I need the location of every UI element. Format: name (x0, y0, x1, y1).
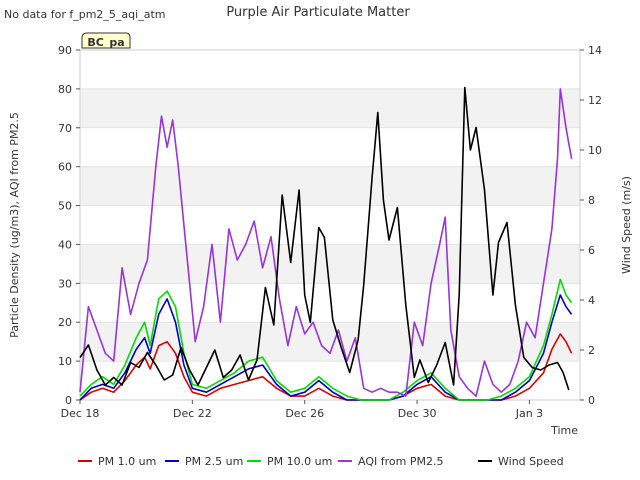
legend-label: Wind Speed (498, 455, 564, 468)
y-tick-label: 40 (58, 238, 72, 251)
site-badge: BC_pa (81, 32, 131, 49)
x-axis: Dec 18 Dec 22 Dec 26 Dec 30 Jan 3 (61, 400, 543, 420)
y-tick-label: 20 (58, 316, 72, 329)
x-tick-label: Dec 22 (173, 407, 212, 420)
band (80, 205, 580, 245)
band (80, 322, 580, 362)
band (80, 361, 580, 400)
band (80, 166, 580, 206)
band (80, 127, 580, 167)
y2-tick-label: 12 (588, 94, 602, 107)
legend-label: PM 2.5 um (185, 455, 243, 468)
x-tick-label: Dec 18 (61, 407, 100, 420)
y2-tick-label: 4 (588, 294, 595, 307)
y2-tick-label: 10 (588, 144, 602, 157)
x-axis-label: Time (550, 424, 578, 437)
x-tick-label: Dec 26 (285, 407, 324, 420)
legend: PM 1.0 um PM 2.5 um PM 10.0 um AQI from PM2… (78, 455, 564, 468)
y2-axis-label: Wind Speed (m/s) (620, 176, 633, 274)
series-line-pm-10-0-um (79, 278, 573, 401)
plot-frame (79, 49, 581, 401)
x-tick-label: Dec 30 (398, 407, 437, 420)
site-badge-label: BC_pa (87, 36, 124, 49)
y2-tick-label: 2 (588, 344, 595, 357)
chart-title: Purple Air Particulate Matter (226, 5, 410, 20)
y-tick-label: 60 (58, 161, 72, 174)
y-tick-label: 50 (58, 200, 72, 213)
y2-tick-label: 8 (588, 194, 595, 207)
y2-tick-label: 14 (588, 44, 602, 57)
y2-tick-label: 6 (588, 244, 595, 257)
legend-label: PM 10.0 um (267, 455, 332, 468)
band (80, 50, 580, 89)
y-axis-right: 0 2 4 6 8 10 12 14 (580, 44, 602, 407)
series-line-wind-speed (79, 86, 570, 391)
series-line-pm-2-5-um (79, 294, 573, 401)
band (80, 244, 580, 284)
no-data-note: No data for f_pm2_5_aqi_atm (4, 8, 165, 21)
legend-label: AQI from PM2.5 (358, 455, 443, 468)
y-axis-left: 0 10 20 30 40 50 60 70 80 90 (58, 44, 80, 407)
y-tick-label: 80 (58, 83, 72, 96)
band (80, 88, 580, 128)
x-tick-label: Jan 3 (515, 407, 543, 420)
site-badge-box (81, 32, 131, 49)
y2-tick-label: 0 (588, 394, 595, 407)
y-axis-label: Particle Density (ug/m3), AQI from PM2.5 (8, 112, 21, 338)
y-tick-label: 90 (58, 44, 72, 57)
y-tick-label: 10 (58, 355, 72, 368)
legend-label: PM 1.0 um (98, 455, 156, 468)
y-tick-label: 70 (58, 122, 72, 135)
series-lines (79, 86, 573, 401)
y-tick-label: 30 (58, 277, 72, 290)
y-tick-label: 0 (65, 394, 72, 407)
background-bands (80, 49, 580, 401)
series-line-aqi-from-pm2-5 (79, 88, 573, 397)
